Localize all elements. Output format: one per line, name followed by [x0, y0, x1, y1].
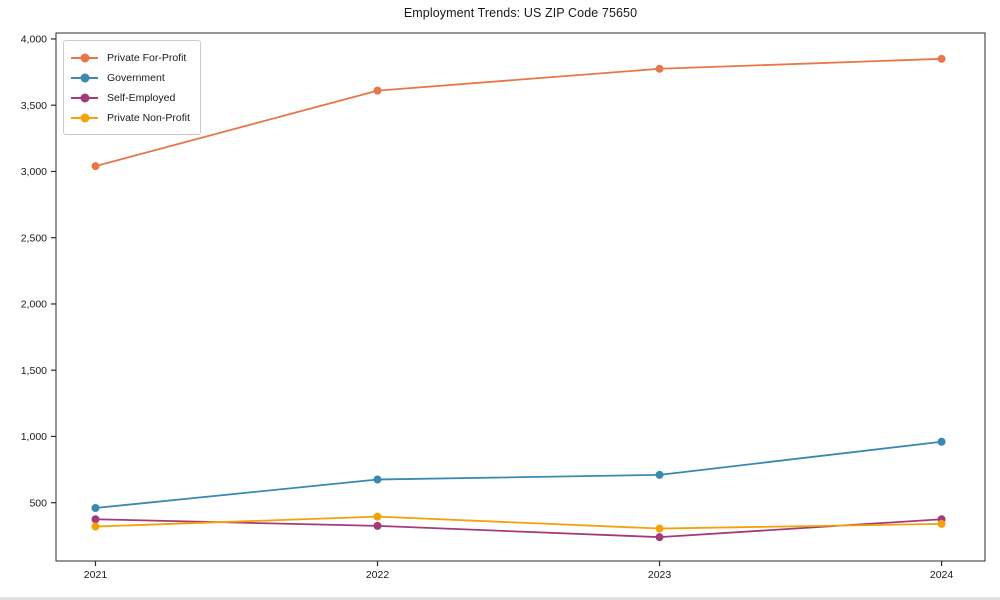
y-tick-label-2500: 2,500: [21, 232, 47, 244]
legend-item-private-non-profit: Private Non-Profit: [71, 108, 192, 128]
marker-self-employed-2021: [91, 515, 100, 524]
marker-private-non-profit-2024: [937, 519, 946, 528]
legend: Private For-Profit Government Self-Emplo…: [63, 40, 201, 135]
x-tick-label-2021: 2021: [84, 569, 108, 581]
marker-government-2023: [655, 470, 664, 479]
legend-marker-icon: [71, 73, 98, 83]
marker-private-for-profit-2024: [937, 54, 946, 63]
y-tick-label-2000: 2,000: [21, 299, 47, 311]
y-tick-label-1000: 1,000: [21, 431, 47, 443]
legend-label: Private For-Profit: [107, 52, 187, 64]
y-tick-label-1500: 1,500: [21, 365, 47, 377]
x-tick-label-2023: 2023: [648, 569, 672, 581]
legend-label: Self-Employed: [107, 92, 176, 104]
marker-private-for-profit-2023: [655, 64, 664, 73]
legend-label: Government: [107, 72, 165, 84]
marker-private-non-profit-2022: [373, 512, 382, 521]
series-line-government: [94, 440, 943, 509]
marker-government-2022: [373, 475, 382, 484]
series-line-private-for-profit: [94, 57, 943, 168]
chart-title: Employment Trends: US ZIP Code 75650: [403, 6, 638, 20]
legend-label: Private Non-Profit: [107, 112, 190, 124]
legend-marker-icon: [71, 53, 98, 63]
marker-private-for-profit-2021: [91, 162, 100, 171]
legend-marker-icon: [71, 93, 98, 103]
y-tick-label-500: 500: [29, 497, 47, 509]
legend-item-self-employed: Self-Employed: [71, 88, 192, 108]
y-tick-label-3000: 3,000: [21, 166, 47, 178]
marker-government-2024: [937, 437, 946, 446]
y-tick-label-4000: 4,000: [21, 34, 47, 46]
marker-private-non-profit-2023: [655, 524, 664, 533]
x-tick-label-2022: 2022: [366, 569, 390, 581]
marker-private-non-profit-2021: [91, 522, 100, 531]
legend-marker-icon: [71, 113, 98, 123]
legend-item-government: Government: [71, 68, 192, 88]
plot-frame: [55, 32, 986, 562]
screen-bottom-edge: [0, 597, 1000, 600]
y-tick-label-3500: 3,500: [21, 100, 47, 112]
marker-government-2021: [91, 504, 100, 513]
legend-item-private-for-profit: Private For-Profit: [71, 48, 192, 68]
marker-private-for-profit-2022: [373, 86, 382, 95]
marker-self-employed-2023: [655, 533, 664, 542]
x-tick-label-2024: 2024: [930, 569, 954, 581]
series-line-self-employed: [94, 518, 943, 539]
series-line-private-non-profit: [94, 515, 943, 530]
marker-self-employed-2022: [373, 521, 382, 530]
